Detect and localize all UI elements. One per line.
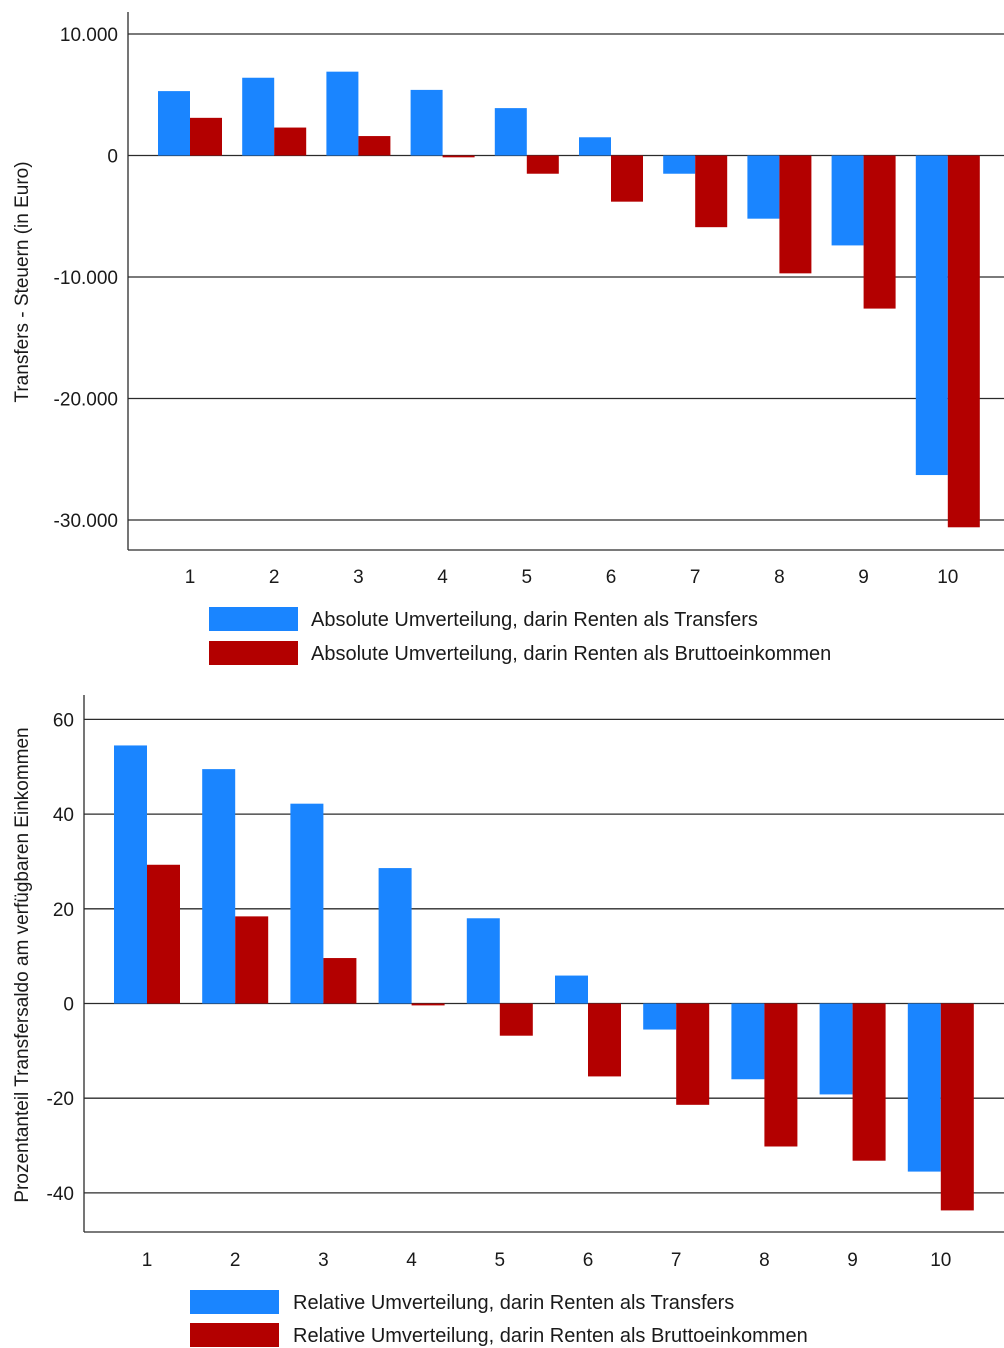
bar-transfers-7 <box>643 1003 677 1030</box>
x-tick-label: 2 <box>269 567 280 588</box>
bar-transfers-2 <box>202 769 236 1004</box>
bar-transfers-3 <box>326 71 359 156</box>
x-tick-label: 4 <box>437 567 448 588</box>
bar-bruttoeinkommen-1 <box>147 864 180 1004</box>
legend-swatch <box>190 1290 279 1314</box>
bar-bruttoeinkommen-9 <box>863 155 896 309</box>
bar-bruttoeinkommen-8 <box>764 1003 798 1147</box>
y-tick-label: 0 <box>63 995 74 1016</box>
bar-bruttoeinkommen-7 <box>676 1003 710 1105</box>
x-tick-label: 2 <box>230 1250 241 1271</box>
x-tick-label: 10 <box>930 1250 951 1271</box>
legend-label: Absolute Umverteilung, darin Renten als … <box>311 609 758 631</box>
bar-bruttoeinkommen-3 <box>358 136 391 156</box>
chart-relative-redistribution: Prozentanteil Transfersaldo am verfügbar… <box>12 695 1004 1347</box>
bar-bruttoeinkommen-5 <box>499 1003 533 1036</box>
bar-bruttoeinkommen-8 <box>779 155 812 274</box>
x-tick-label: 7 <box>690 567 701 588</box>
bar-bruttoeinkommen-3 <box>323 958 357 1004</box>
legend-label: Absolute Umverteilung, darin Renten als … <box>311 643 831 665</box>
x-tick-label: 4 <box>406 1250 417 1271</box>
bar-bruttoeinkommen-1 <box>190 117 222 156</box>
x-tick-label: 9 <box>858 567 869 588</box>
bar-bruttoeinkommen-9 <box>852 1003 886 1161</box>
bar-bruttoeinkommen-10 <box>947 155 980 528</box>
bar-bruttoeinkommen-6 <box>588 1003 621 1077</box>
y-axis-label: Prozentanteil Transfersaldo am verfügbar… <box>12 727 33 1202</box>
bar-transfers-9 <box>819 1003 853 1095</box>
x-tick-label: 6 <box>583 1250 594 1271</box>
x-tick-label: 5 <box>522 567 533 588</box>
x-tick-label: 8 <box>759 1250 770 1271</box>
bar-transfers-8 <box>731 1003 765 1080</box>
bar-bruttoeinkommen-6 <box>611 155 643 202</box>
bar-transfers-4 <box>378 868 412 1004</box>
legend-label: Relative Umverteilung, darin Renten als … <box>293 1292 734 1314</box>
bar-transfers-2 <box>242 77 275 156</box>
bar-bruttoeinkommen-5 <box>526 155 559 174</box>
bar-bruttoeinkommen-10 <box>940 1003 974 1211</box>
y-axis-label: Transfers - Steuern (in Euro) <box>12 161 33 402</box>
y-tick-label: -10.000 <box>54 268 118 289</box>
legend-swatch <box>190 1323 279 1347</box>
y-tick-label: -40 <box>47 1184 74 1205</box>
bar-bruttoeinkommen-4 <box>442 155 475 158</box>
bar-bruttoeinkommen-2 <box>235 916 269 1004</box>
bar-transfers-5 <box>466 918 500 1004</box>
bar-transfers-1 <box>114 745 147 1004</box>
legend-swatch <box>209 607 298 631</box>
bar-transfers-7 <box>663 155 696 174</box>
x-tick-label: 1 <box>185 567 196 588</box>
bar-transfers-10 <box>907 1003 941 1172</box>
y-tick-label: 0 <box>107 147 118 168</box>
y-tick-label: 20 <box>53 900 74 921</box>
x-tick-label: 3 <box>353 567 364 588</box>
bar-bruttoeinkommen-2 <box>274 127 307 156</box>
bar-transfers-6 <box>579 137 611 156</box>
x-tick-label: 5 <box>495 1250 506 1271</box>
legend-label: Relative Umverteilung, darin Renten als … <box>293 1325 808 1347</box>
y-tick-label: 10.000 <box>60 25 118 46</box>
bar-transfers-10 <box>915 155 948 476</box>
x-tick-label: 7 <box>671 1250 682 1271</box>
bar-transfers-9 <box>831 155 864 246</box>
x-tick-label: 3 <box>318 1250 329 1271</box>
x-tick-label: 10 <box>937 567 958 588</box>
y-tick-label: -20.000 <box>54 390 118 411</box>
y-tick-label: 40 <box>53 805 74 826</box>
bar-transfers-1 <box>158 91 190 156</box>
x-tick-label: 1 <box>142 1250 153 1271</box>
y-tick-label: 60 <box>53 710 74 731</box>
bar-transfers-4 <box>410 89 443 156</box>
x-tick-label: 9 <box>847 1250 858 1271</box>
bar-transfers-3 <box>290 803 324 1004</box>
legend-swatch <box>209 641 298 665</box>
y-tick-label: -20 <box>47 1089 74 1110</box>
bar-transfers-8 <box>747 155 780 219</box>
x-tick-label: 6 <box>606 567 617 588</box>
x-tick-label: 8 <box>774 567 785 588</box>
chart-absolute-redistribution: Transfers - Steuern (in Euro) 10.000 0 -10… <box>12 12 1004 665</box>
bar-transfers-5 <box>494 108 527 156</box>
bar-bruttoeinkommen-4 <box>411 1003 445 1006</box>
bar-transfers-6 <box>555 975 588 1004</box>
bar-bruttoeinkommen-7 <box>695 155 728 228</box>
y-tick-label: -30.000 <box>54 511 118 532</box>
